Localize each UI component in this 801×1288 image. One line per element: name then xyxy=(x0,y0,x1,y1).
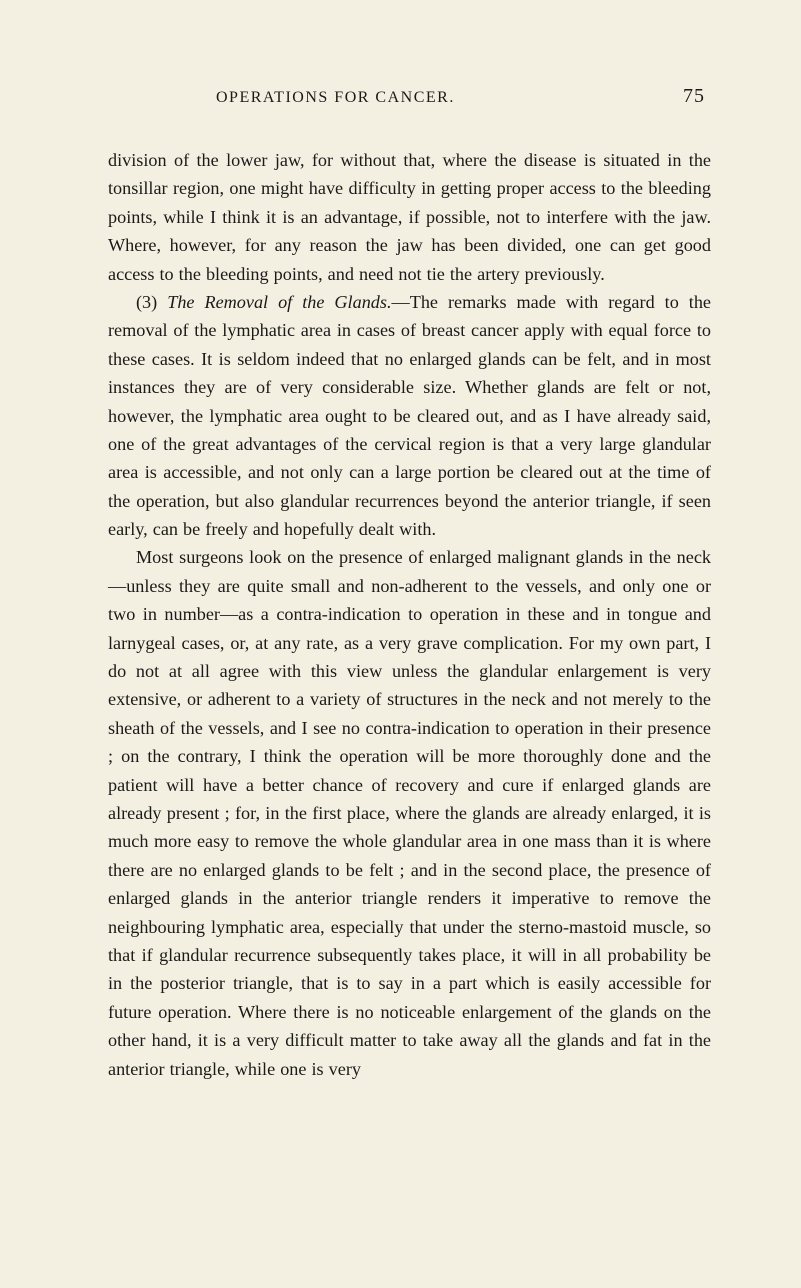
paragraph-2-body: —The remarks made with regard to the rem… xyxy=(108,292,711,539)
page-number: 75 xyxy=(683,85,705,108)
running-title: OPERATIONS FOR CANCER. xyxy=(216,89,455,107)
section-number: (3) xyxy=(136,292,167,312)
section-heading-italic: The Removal of the Glands. xyxy=(167,292,391,312)
document-page: OPERATIONS FOR CANCER. 75 division of th… xyxy=(0,0,801,1288)
page-header: OPERATIONS FOR CANCER. 75 xyxy=(108,85,711,108)
paragraph-3: Most surgeons look on the presence of en… xyxy=(108,543,711,1082)
paragraph-1: division of the lower jaw, for without t… xyxy=(108,146,711,288)
paragraph-2: (3) The Removal of the Glands.—The remar… xyxy=(108,288,711,544)
body-text: division of the lower jaw, for without t… xyxy=(108,146,711,1083)
